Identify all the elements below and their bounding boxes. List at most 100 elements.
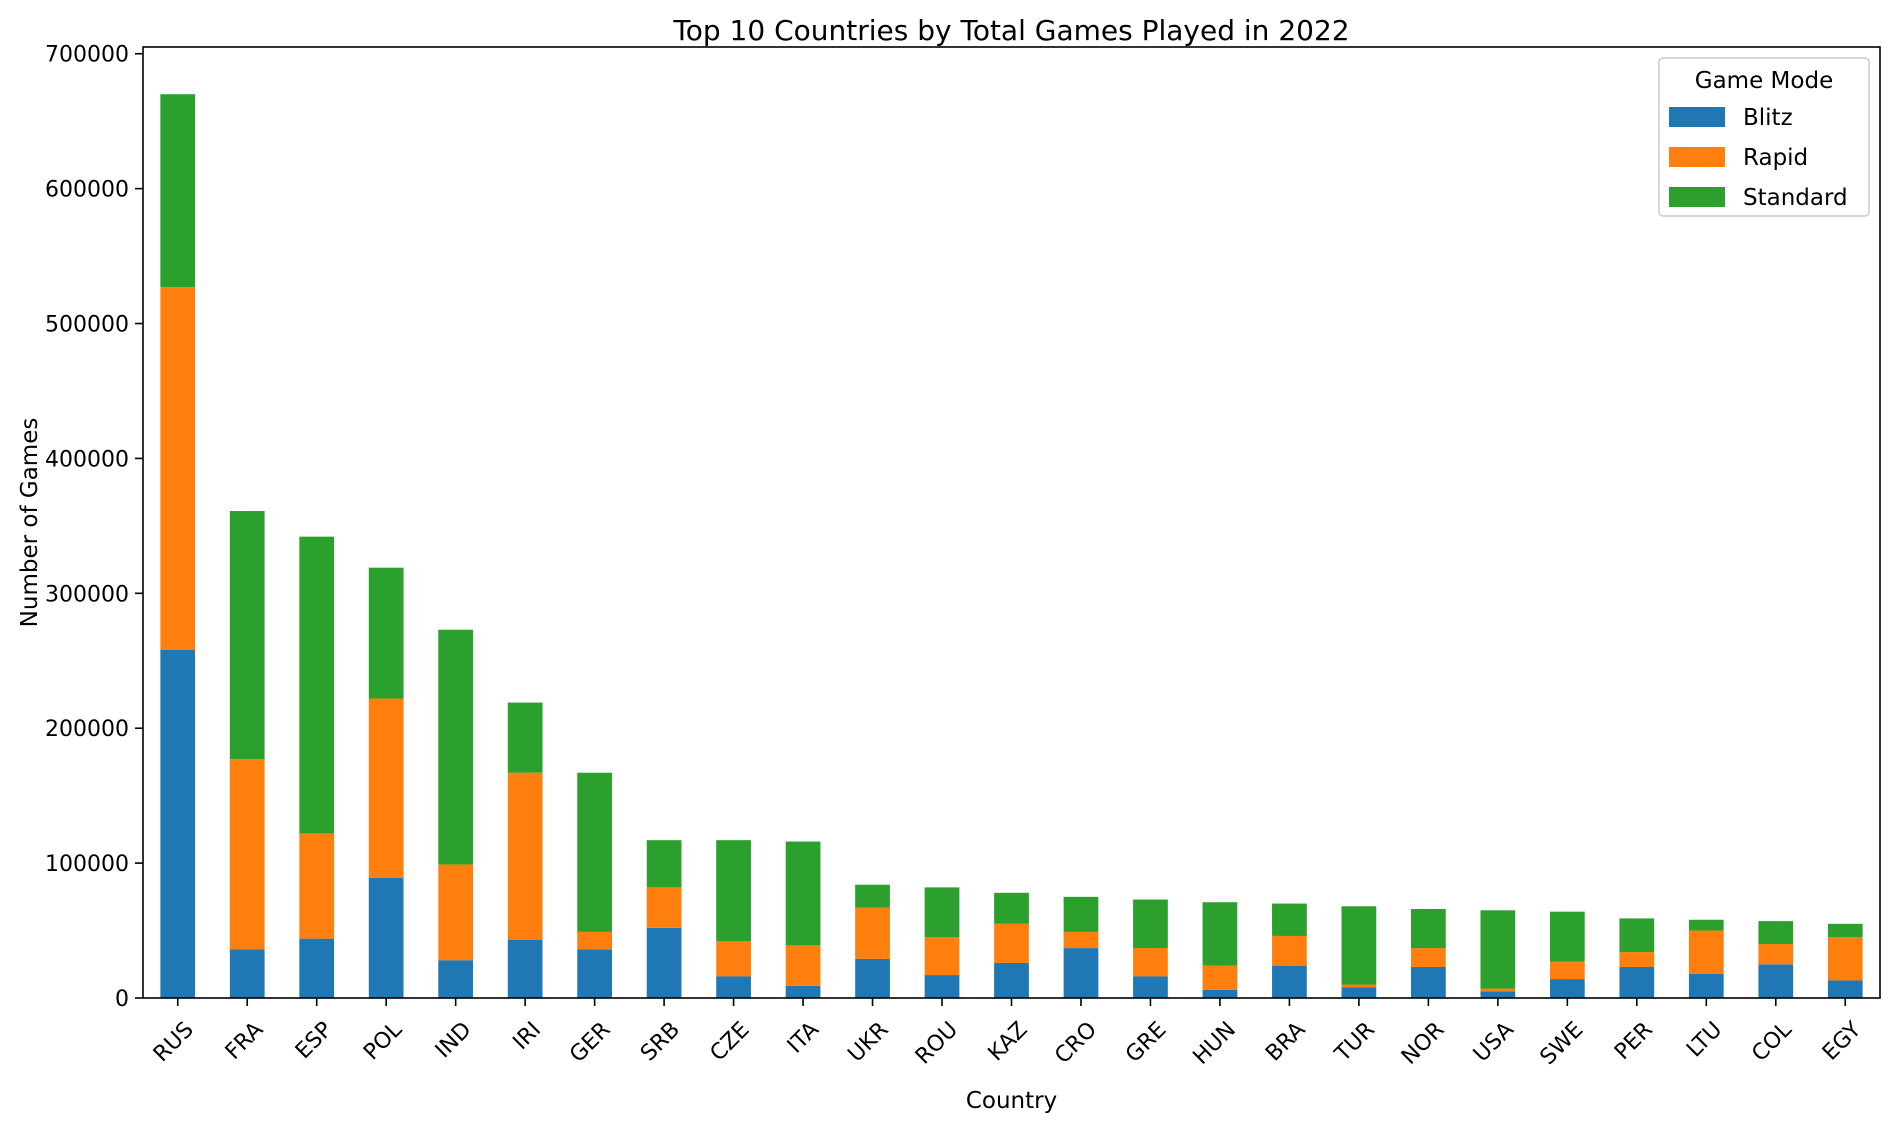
bar-standard-rou bbox=[924, 887, 960, 938]
bar-rapid-iri bbox=[507, 772, 543, 940]
bar-standard-iri bbox=[507, 702, 543, 773]
y-tick-label: 0 bbox=[115, 987, 129, 1012]
x-tick-label-ger: GER bbox=[565, 1017, 615, 1067]
x-tick-label-rus: RUS bbox=[149, 1017, 199, 1067]
x-tick-label-fra: FRA bbox=[221, 1017, 268, 1064]
x-tick-label-esp: ESP bbox=[291, 1017, 338, 1064]
bar-blitz-usa bbox=[1480, 991, 1516, 998]
bar-standard-esp bbox=[299, 536, 335, 834]
legend-items: Blitz Rapid Standard bbox=[1669, 105, 1848, 211]
bar-standard-swe bbox=[1549, 911, 1585, 962]
bar-rapid-swe bbox=[1549, 961, 1585, 980]
legend-swatch-standard bbox=[1669, 187, 1725, 207]
bar-rapid-ita bbox=[785, 945, 821, 986]
bar-rapid-ltu bbox=[1688, 930, 1724, 974]
bar-blitz-tur bbox=[1341, 987, 1377, 998]
bars-layer bbox=[160, 94, 1863, 998]
legend-box bbox=[1658, 57, 1870, 217]
bar-rapid-nor bbox=[1411, 948, 1446, 967]
bar-blitz-per bbox=[1619, 966, 1655, 998]
bar-blitz-cro bbox=[1063, 948, 1099, 998]
bar-rapid-pol bbox=[368, 698, 404, 878]
bar-blitz-ita bbox=[785, 985, 821, 998]
bar-standard-ind bbox=[438, 629, 474, 865]
bar-blitz-bra bbox=[1272, 965, 1307, 998]
y-tick-label: 300000 bbox=[45, 582, 129, 607]
bar-blitz-fra bbox=[229, 949, 265, 998]
bar-standard-egy bbox=[1827, 923, 1863, 938]
bar-standard-fra bbox=[229, 511, 265, 760]
bar-blitz-ukr bbox=[855, 958, 890, 998]
x-tick-label-per: PER bbox=[1610, 1017, 1658, 1065]
bar-standard-col bbox=[1758, 921, 1794, 945]
bar-standard-ita bbox=[785, 841, 821, 946]
bar-standard-per bbox=[1619, 918, 1655, 953]
x-tick-label-rou: ROU bbox=[911, 1017, 963, 1069]
bar-blitz-iri bbox=[507, 939, 543, 998]
bar-standard-cro bbox=[1063, 896, 1099, 932]
bar-rapid-gre bbox=[1133, 948, 1168, 977]
bar-blitz-ger bbox=[577, 949, 612, 998]
y-tick-label: 200000 bbox=[45, 717, 129, 742]
y-tick-label: 500000 bbox=[45, 313, 129, 338]
bar-standard-hun bbox=[1202, 902, 1238, 966]
bar-standard-ger bbox=[577, 772, 612, 932]
x-tick-label-nor: NOR bbox=[1397, 1017, 1449, 1069]
bar-standard-srb bbox=[646, 840, 682, 888]
bar-blitz-cze bbox=[716, 976, 751, 998]
bar-standard-nor bbox=[1411, 908, 1446, 949]
y-tick-label: 600000 bbox=[45, 178, 129, 203]
x-tick-label-ind: IND bbox=[431, 1017, 477, 1063]
y-tick-label: 400000 bbox=[45, 447, 129, 472]
bar-blitz-hun bbox=[1202, 989, 1238, 998]
y-tick-label: 700000 bbox=[45, 43, 129, 68]
x-tick-label-bra: BRA bbox=[1261, 1017, 1310, 1066]
bar-rapid-ger bbox=[577, 931, 612, 950]
legend-label-blitz: Blitz bbox=[1743, 105, 1793, 131]
bar-blitz-srb bbox=[646, 927, 682, 998]
bar-standard-gre bbox=[1133, 899, 1168, 949]
legend-title: Game Mode bbox=[1695, 68, 1833, 94]
bar-rapid-kaz bbox=[994, 923, 1029, 963]
y-tick-label: 100000 bbox=[45, 852, 129, 877]
x-tick-label-ltu: LTU bbox=[1682, 1017, 1727, 1062]
bar-standard-kaz bbox=[994, 892, 1029, 924]
bar-rapid-bra bbox=[1272, 935, 1307, 966]
legend-label-standard: Standard bbox=[1743, 185, 1848, 211]
bar-rapid-rou bbox=[924, 937, 960, 976]
bar-blitz-ind bbox=[438, 960, 474, 998]
plot-frame bbox=[142, 46, 1881, 999]
legend: Game Mode Blitz Rapid Standard bbox=[1658, 57, 1870, 217]
legend-swatch-blitz bbox=[1669, 107, 1725, 127]
bar-rapid-tur bbox=[1341, 984, 1377, 988]
x-tick-label-hun: HUN bbox=[1189, 1017, 1241, 1069]
bar-standard-ukr bbox=[855, 884, 890, 908]
bar-standard-usa bbox=[1480, 910, 1516, 989]
bar-blitz-kaz bbox=[994, 962, 1029, 998]
bar-standard-bra bbox=[1272, 903, 1307, 936]
legend-label-rapid: Rapid bbox=[1743, 145, 1808, 171]
x-tick-label-usa: USA bbox=[1469, 1017, 1519, 1067]
bar-standard-rus bbox=[160, 94, 196, 288]
bar-rapid-fra bbox=[229, 759, 265, 950]
x-axis-ticks: RUS FRA ESP POL IND IRI GER SRB CZE ITA UKR ROU KAZ C… bbox=[149, 998, 1867, 1070]
bar-rapid-cro bbox=[1063, 931, 1099, 949]
bar-standard-tur bbox=[1341, 906, 1377, 985]
bar-standard-ltu bbox=[1688, 919, 1724, 931]
bar-blitz-esp bbox=[299, 938, 335, 998]
bar-rapid-usa bbox=[1480, 988, 1516, 992]
y-axis-ticks: 0 100000 200000 300000 400000 500000 600000 700… bbox=[45, 43, 143, 1012]
legend-swatch-rapid bbox=[1669, 147, 1725, 167]
x-tick-label-egy: EGY bbox=[1818, 1017, 1867, 1066]
bar-blitz-nor bbox=[1411, 966, 1446, 998]
bar-blitz-pol bbox=[368, 877, 404, 998]
bar-rapid-cze bbox=[716, 941, 751, 977]
x-tick-label-srb: SRB bbox=[636, 1017, 685, 1066]
bar-rapid-col bbox=[1758, 944, 1794, 965]
x-tick-label-ukr: UKR bbox=[843, 1017, 893, 1067]
bar-rapid-rus bbox=[160, 287, 196, 650]
bar-rapid-srb bbox=[646, 887, 682, 928]
x-tick-label-tur: TUR bbox=[1330, 1017, 1380, 1067]
